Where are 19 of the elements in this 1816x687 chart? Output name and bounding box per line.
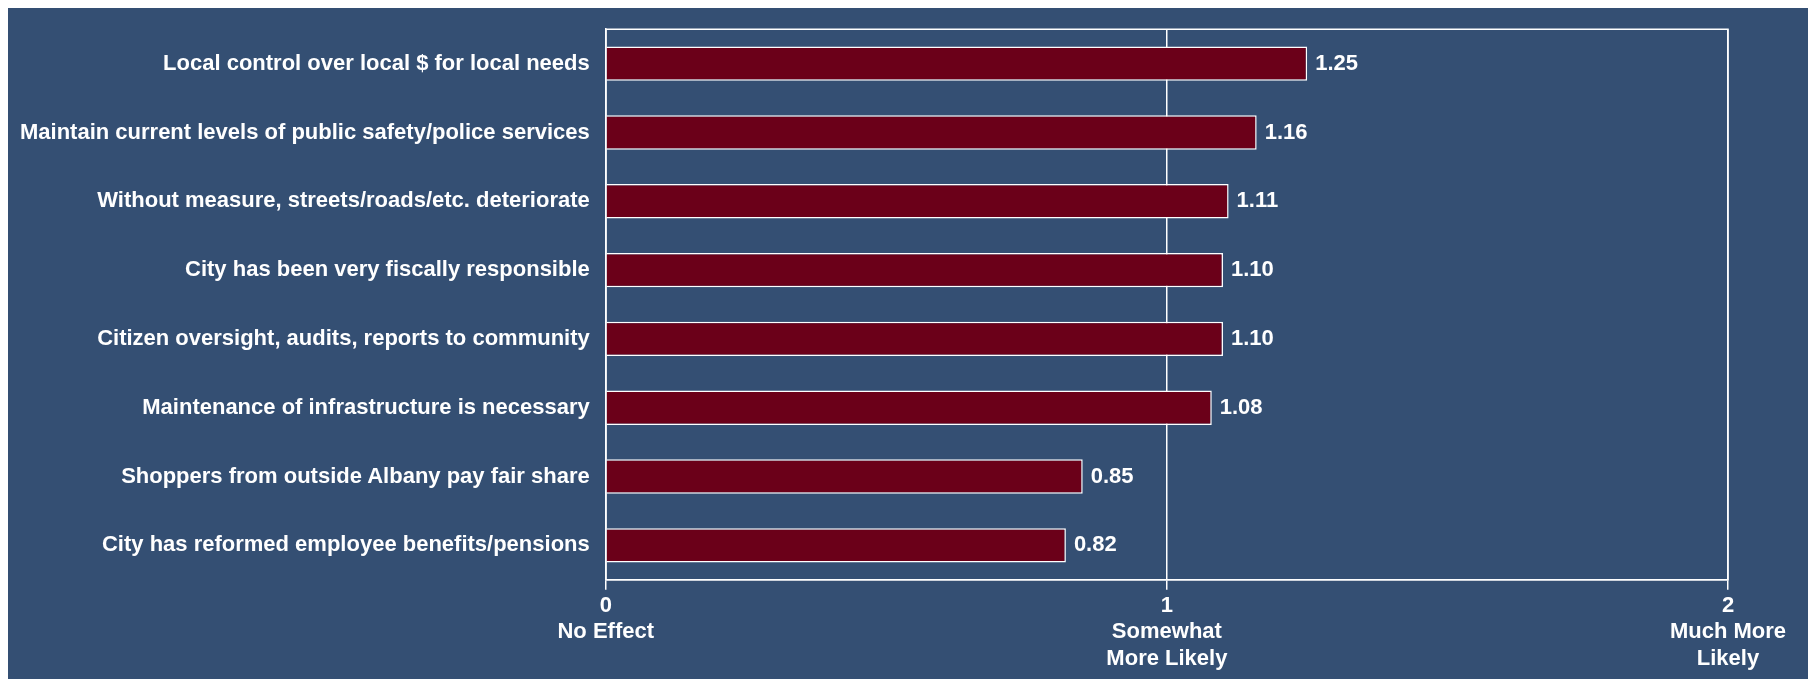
data-label: 1.11 <box>1236 187 1279 213</box>
x-tick-label: 1 Somewhat More Likely <box>1106 592 1229 670</box>
y-tick-label: Maintenance of infrastructure is necessary <box>142 393 591 419</box>
x-tick-label: 0 No Effect <box>557 592 655 644</box>
y-tick-label: Citizen oversight, audits, reports to community <box>97 324 591 350</box>
data-label: 1.25 <box>1315 49 1358 75</box>
data-label: 1.16 <box>1264 118 1308 144</box>
y-tick-label: Without measure, streets/roads/etc. deteriorate <box>97 187 590 213</box>
y-tick-label: City has been very fiscally responsible <box>185 256 590 282</box>
y-tick-label: City has reformed employee benefits/pensions <box>101 531 590 557</box>
x-tick-label: 2 Much More Likely <box>1669 592 1787 670</box>
data-label: 0.85 <box>1090 462 1134 488</box>
data-label: 1.10 <box>1230 324 1274 350</box>
y-tick-label: Local control over local $ for local needs <box>163 49 590 75</box>
data-label: 0.82 <box>1073 531 1117 557</box>
data-label: 1.08 <box>1219 393 1263 419</box>
y-tick-label: Maintain current levels of public safety/police services <box>20 118 590 144</box>
y-tick-label: Shoppers from outside Albany pay fair share <box>121 462 590 488</box>
data-label: 1.10 <box>1230 256 1274 282</box>
